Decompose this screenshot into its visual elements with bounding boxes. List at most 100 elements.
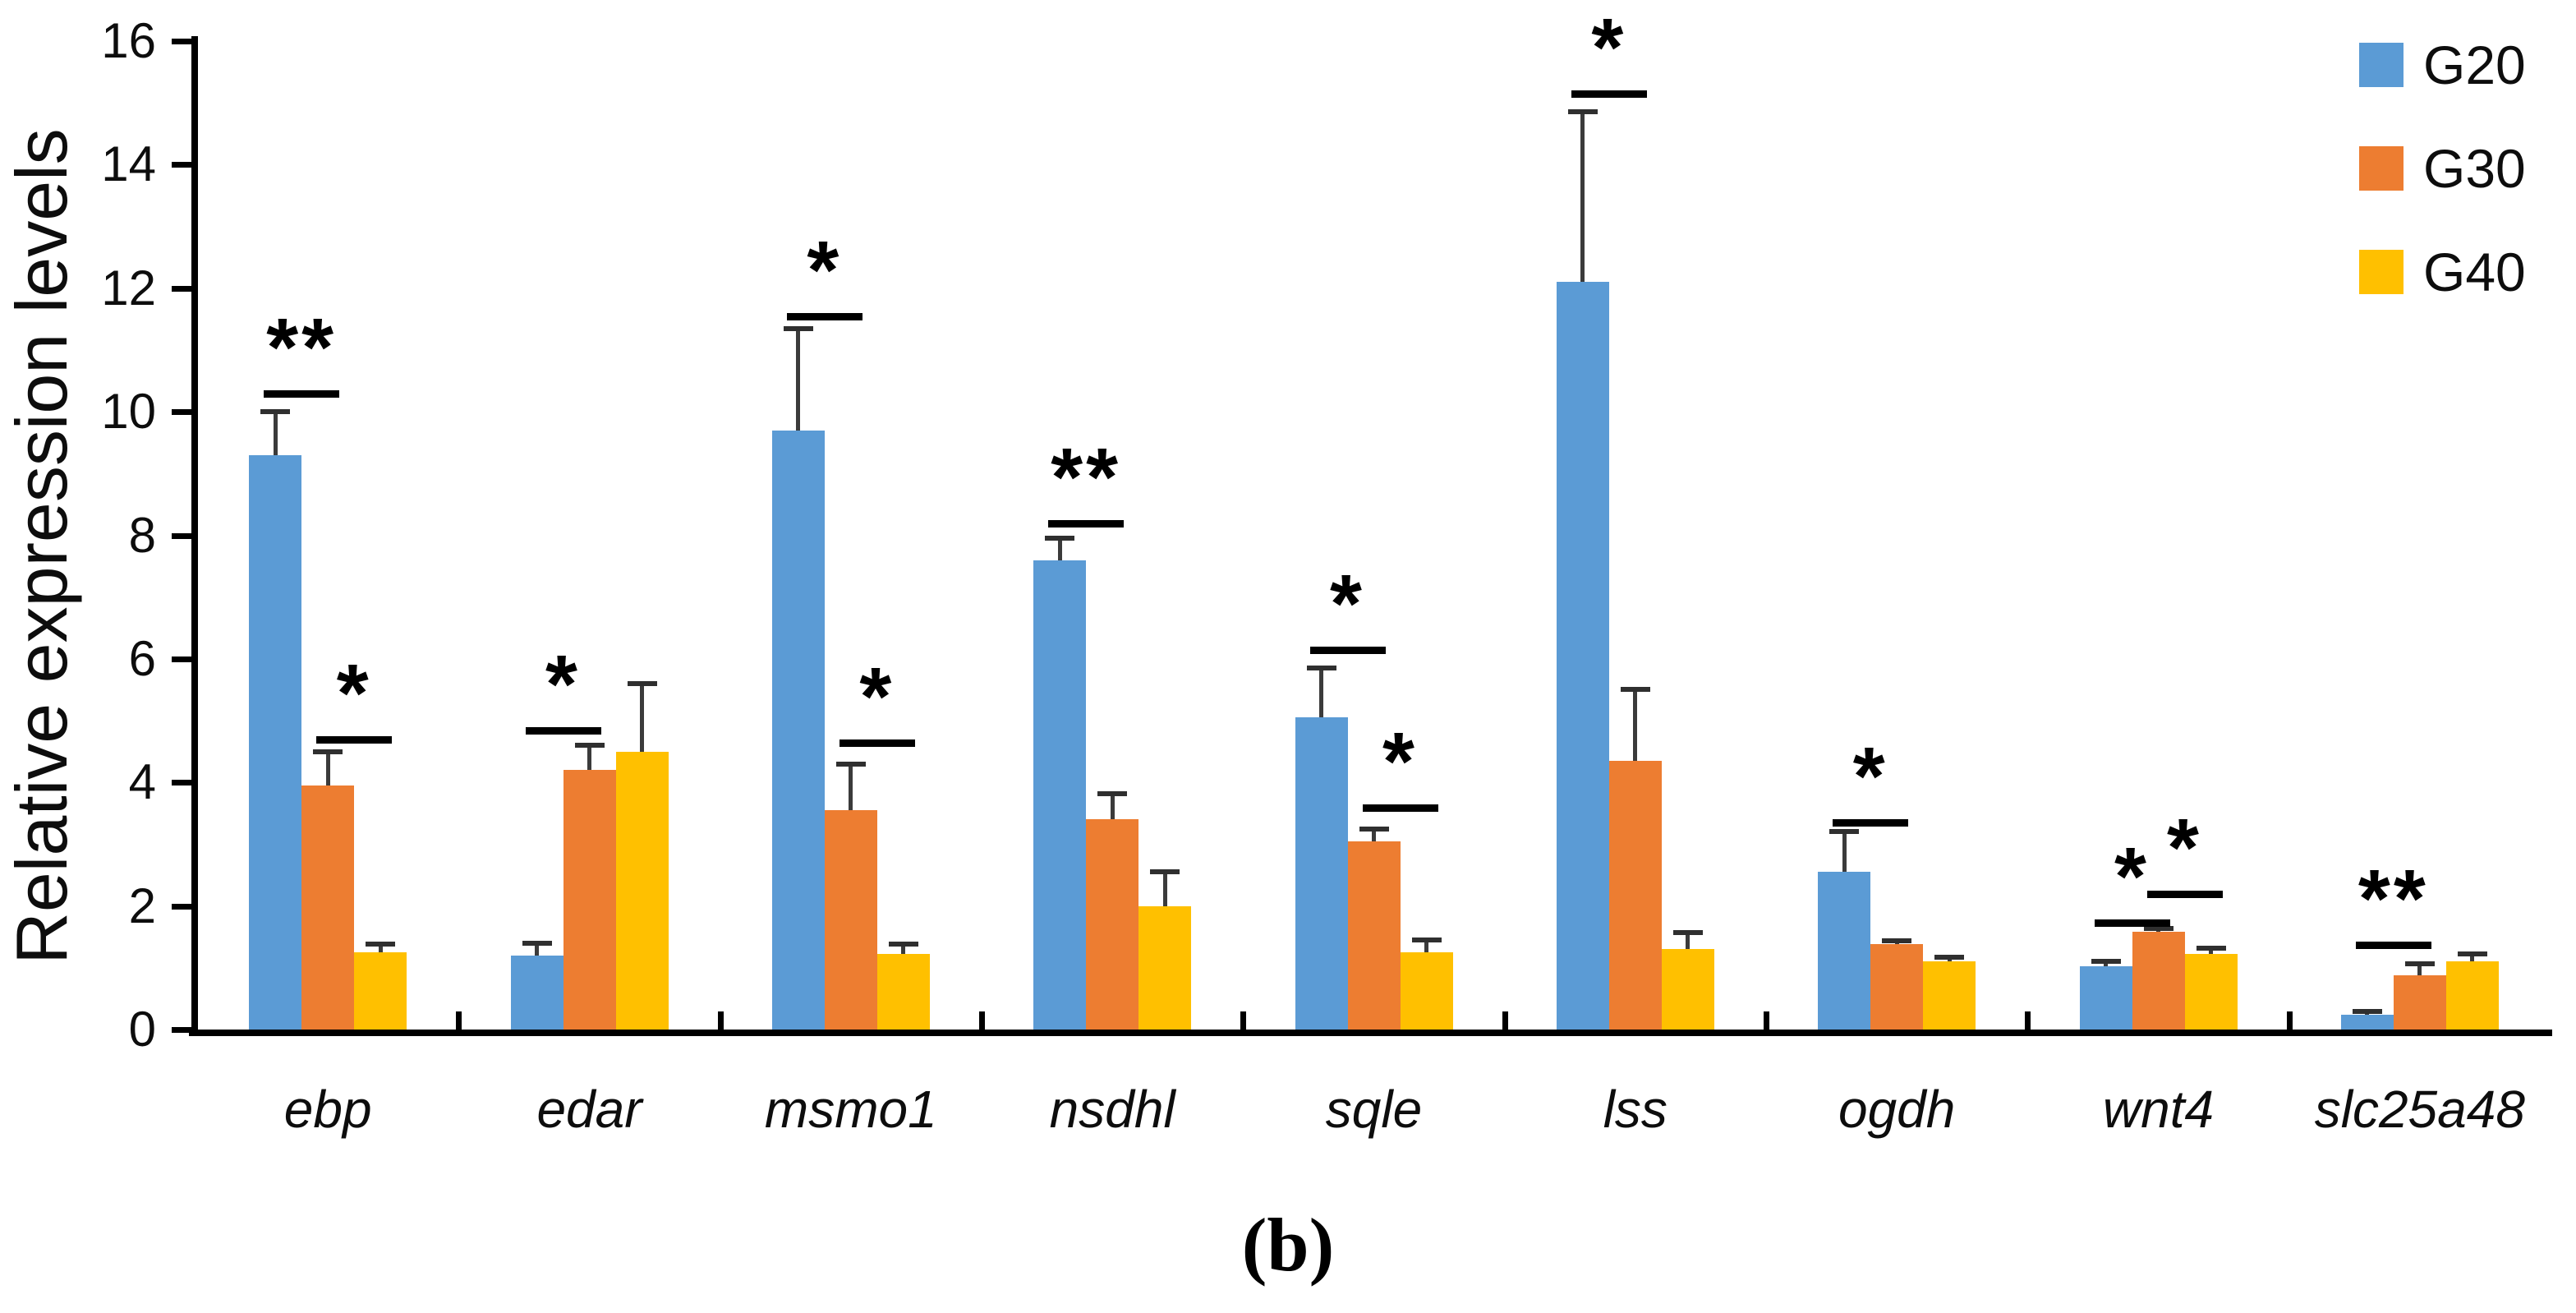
bar-g40-wnt4 bbox=[2184, 954, 2238, 1030]
significance-label-slc25a48: ** bbox=[2358, 853, 2429, 946]
bar-g20-edar bbox=[510, 955, 564, 1030]
significance-label-nsdhl: ** bbox=[1051, 431, 1122, 523]
significance-label-ogdh: * bbox=[1852, 730, 1888, 823]
error-bar-g40-ebp bbox=[378, 944, 383, 952]
legend-item-g30: G30 bbox=[2359, 141, 2573, 196]
error-bar-cap-g40-ogdh bbox=[1934, 955, 1965, 961]
error-bar-g40-msmo1 bbox=[901, 944, 906, 955]
error-bar-cap-g40-nsdhl bbox=[1150, 869, 1180, 875]
bar-g40-lss bbox=[1661, 949, 1714, 1030]
x-axis-tick bbox=[717, 1011, 724, 1034]
x-axis-label-slc25a48: slc25a48 bbox=[2314, 1080, 2525, 1139]
y-axis-tick-label: 16 bbox=[101, 13, 156, 68]
x-axis-label-ebp: ebp bbox=[283, 1080, 372, 1139]
x-axis-tick bbox=[1240, 1011, 1247, 1034]
error-bar-g40-sqle bbox=[1424, 939, 1428, 952]
bar-g20-sqle bbox=[1295, 717, 1348, 1030]
error-bar-g20-edar bbox=[535, 942, 539, 956]
y-axis-tick bbox=[172, 903, 191, 910]
error-bar-cap-g30-sqle bbox=[1359, 826, 1389, 832]
bar-g20-ogdh bbox=[1818, 872, 1871, 1030]
x-axis-tick bbox=[2025, 1011, 2031, 1034]
error-bar-g40-wnt4 bbox=[2209, 947, 2213, 955]
error-bar-g20-ebp bbox=[273, 412, 278, 455]
error-bar-cap-g30-ogdh bbox=[1882, 938, 1912, 943]
significance-line-nsdhl bbox=[1048, 519, 1125, 528]
significance-line-sqle bbox=[1309, 646, 1386, 654]
bar-g20-wnt4 bbox=[2079, 965, 2132, 1030]
error-bar-cap-g20-slc25a48 bbox=[2352, 1009, 2382, 1015]
significance-line-sqle bbox=[1362, 804, 1438, 812]
error-bar-cap-g30-slc25a48 bbox=[2404, 961, 2435, 966]
y-axis-tick bbox=[172, 409, 191, 416]
error-bar-g30-nsdhl bbox=[1110, 793, 1115, 820]
x-axis-tick bbox=[1502, 1011, 1508, 1034]
error-bar-g20-ogdh bbox=[1842, 832, 1847, 873]
x-axis-line bbox=[189, 1030, 2552, 1036]
error-bar-cap-g40-wnt4 bbox=[2196, 945, 2226, 951]
y-axis-tick-label: 0 bbox=[128, 1002, 156, 1057]
significance-label-wnt4: * bbox=[2167, 801, 2202, 894]
bar-g30-lss bbox=[1608, 760, 1662, 1030]
significance-label-ebp: * bbox=[336, 647, 372, 739]
error-bar-g20-msmo1 bbox=[796, 328, 801, 431]
y-axis-tick-label: 6 bbox=[128, 630, 156, 686]
error-bar-g20-sqle bbox=[1319, 668, 1323, 718]
error-bar-cap-g20-wnt4 bbox=[2091, 959, 2121, 965]
y-axis-line bbox=[191, 36, 198, 1036]
legend-label-g40: G40 bbox=[2423, 242, 2526, 302]
error-bar-g40-lss bbox=[1686, 932, 1690, 950]
x-axis-tick bbox=[456, 1011, 462, 1034]
x-axis-label-lss: lss bbox=[1603, 1080, 1668, 1139]
bar-g40-ogdh bbox=[1923, 961, 1976, 1030]
x-axis-label-sqle: sqle bbox=[1325, 1080, 1423, 1139]
significance-label-ebp: ** bbox=[266, 301, 338, 394]
significance-line-edar bbox=[525, 726, 601, 735]
y-axis-tick bbox=[172, 162, 191, 168]
significance-label-lss: * bbox=[1591, 2, 1627, 94]
bar-g40-ebp bbox=[354, 952, 407, 1030]
error-bar-g40-nsdhl bbox=[1162, 872, 1167, 906]
x-axis-label-nsdhl: nsdhl bbox=[1049, 1080, 1175, 1139]
error-bar-cap-g40-lss bbox=[1672, 929, 1703, 935]
error-bar-g30-lss bbox=[1633, 689, 1638, 761]
error-bar-cap-g20-ebp bbox=[260, 409, 291, 415]
y-axis-tick-label: 14 bbox=[101, 136, 156, 192]
y-axis-tick bbox=[172, 1027, 191, 1033]
error-bar-cap-g40-sqle bbox=[1411, 937, 1442, 942]
y-axis-tick bbox=[172, 780, 191, 786]
significance-line-wnt4 bbox=[2094, 919, 2170, 928]
bar-g30-edar bbox=[563, 770, 616, 1030]
error-bar-g30-edar bbox=[587, 745, 591, 771]
y-axis-tick-label: 12 bbox=[101, 260, 156, 316]
error-bar-cap-g20-msmo1 bbox=[783, 325, 813, 331]
bar-g30-sqle bbox=[1347, 841, 1401, 1030]
bar-g40-msmo1 bbox=[876, 954, 930, 1030]
bar-g40-edar bbox=[615, 751, 669, 1030]
error-bar-g30-slc25a48 bbox=[2417, 963, 2422, 975]
significance-label-wnt4: * bbox=[2114, 831, 2150, 924]
legend-label-g30: G30 bbox=[2423, 138, 2526, 199]
y-axis-tick bbox=[172, 532, 191, 539]
error-bar-g30-msmo1 bbox=[849, 763, 853, 811]
bar-g40-slc25a48 bbox=[2445, 961, 2499, 1030]
bar-g30-ogdh bbox=[1870, 944, 1924, 1030]
legend-label-g20: G20 bbox=[2423, 35, 2526, 95]
bar-g30-nsdhl bbox=[1086, 819, 1139, 1030]
error-bar-g40-slc25a48 bbox=[2470, 954, 2475, 961]
y-axis-tick-label: 10 bbox=[101, 384, 156, 440]
y-axis-tick-label: 4 bbox=[128, 754, 156, 810]
legend-swatch-g40 bbox=[2359, 250, 2404, 294]
error-bar-g30-ebp bbox=[325, 751, 330, 785]
y-axis-tick-label: 8 bbox=[128, 507, 156, 563]
error-bar-cap-g40-edar bbox=[627, 680, 657, 686]
bar-g30-ebp bbox=[301, 785, 355, 1030]
significance-label-edar: * bbox=[545, 638, 581, 730]
y-axis-tick-label: 2 bbox=[128, 878, 156, 933]
error-bar-cap-g20-ogdh bbox=[1829, 829, 1860, 835]
y-axis-tick bbox=[172, 285, 191, 292]
error-bar-cap-g40-msmo1 bbox=[888, 942, 918, 947]
error-bar-g20-nsdhl bbox=[1057, 538, 1062, 560]
significance-line-msmo1 bbox=[786, 312, 862, 320]
significance-line-msmo1 bbox=[839, 739, 915, 747]
